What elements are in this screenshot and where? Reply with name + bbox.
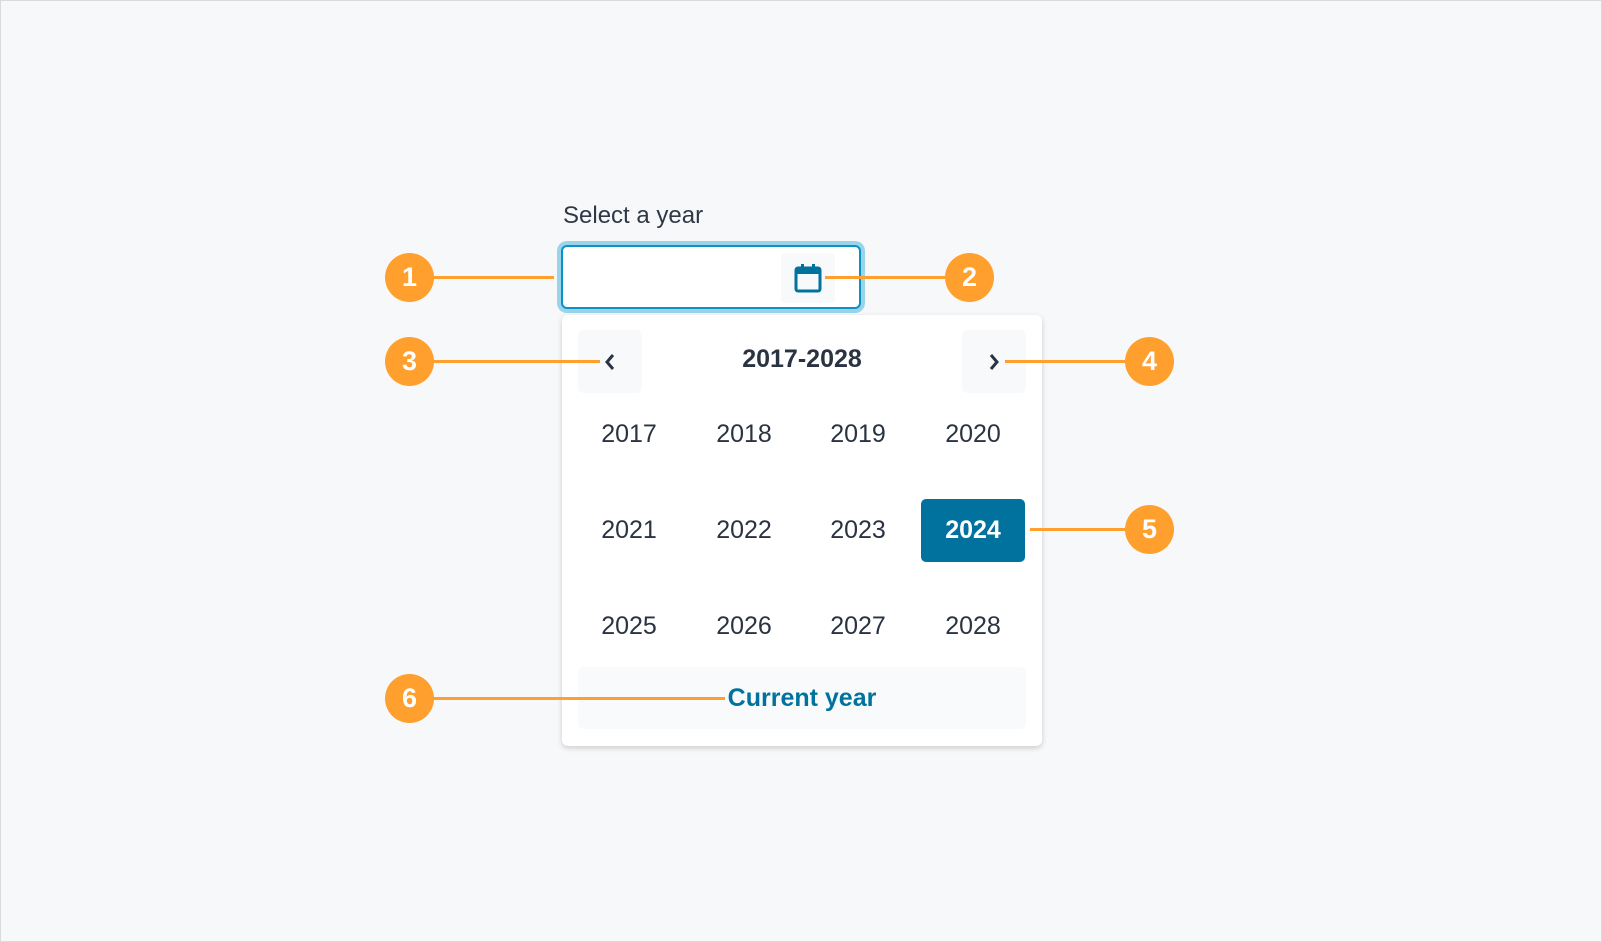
year-cell[interactable]: 2018 [716, 420, 772, 448]
annotation-line-5 [1030, 528, 1135, 531]
annotation-badge-5: 5 [1125, 505, 1174, 554]
chevron-right-icon [989, 353, 999, 370]
year-cell[interactable]: 2025 [601, 612, 657, 640]
annotation-line-4 [1005, 360, 1135, 363]
year-cell[interactable]: 2017 [601, 420, 657, 448]
calendar-icon [794, 264, 822, 293]
annotation-badge-4: 4 [1125, 337, 1174, 386]
annotation-line-6 [420, 697, 725, 700]
annotation-badge-2: 2 [945, 253, 994, 302]
year-range-title: 2017-2028 [742, 345, 862, 373]
annotation-line-1 [420, 276, 554, 279]
year-picker-popup: 2017-2028 2017 2018 2019 2020 2021 2022 2023 20… [562, 315, 1042, 746]
year-cell[interactable]: 2022 [716, 516, 772, 544]
year-input[interactable] [561, 245, 861, 309]
annotation-badge-6: 6 [385, 674, 434, 723]
year-cell-selected[interactable]: 2024 [921, 499, 1025, 562]
field-label: Select a year [563, 202, 704, 229]
year-cell[interactable]: 2026 [716, 612, 772, 640]
annotation-line-3 [420, 360, 600, 363]
year-cell[interactable]: 2023 [830, 516, 886, 544]
year-cell[interactable]: 2020 [945, 420, 1001, 448]
annotation-badge-1: 1 [385, 253, 434, 302]
year-cell[interactable]: 2028 [945, 612, 1001, 640]
year-cell[interactable]: 2019 [830, 420, 886, 448]
chevron-left-icon [605, 353, 615, 370]
year-cell[interactable]: 2027 [830, 612, 886, 640]
annotation-badge-3: 3 [385, 337, 434, 386]
year-cell[interactable]: 2021 [601, 516, 657, 544]
annotation-line-2 [825, 276, 955, 279]
